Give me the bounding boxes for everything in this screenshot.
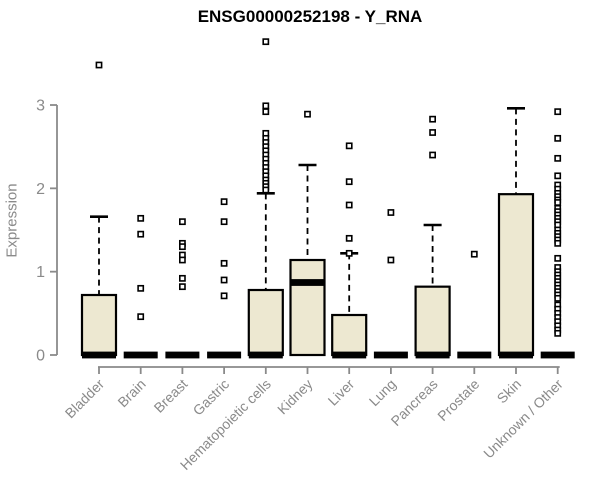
- outlier-point: [95, 61, 103, 69]
- median-hematopoietic-cells: [248, 351, 283, 359]
- median-skin: [499, 351, 533, 359]
- outlier-point: [262, 186, 270, 194]
- outlier-point: [345, 142, 353, 150]
- box-liver: [331, 313, 368, 357]
- median-kidney: [290, 279, 325, 286]
- outlier-point: [179, 283, 186, 291]
- outlier-point: [262, 108, 270, 116]
- outlier-point: [179, 274, 186, 282]
- outlier-point: [345, 234, 353, 242]
- outlier-point: [262, 102, 270, 110]
- outlier-point: [429, 115, 436, 123]
- outlier-point: [220, 276, 228, 284]
- outlier-point: [345, 249, 353, 257]
- outlier-point: [220, 218, 228, 226]
- outlier-point: [220, 292, 228, 300]
- box-skin: [497, 193, 535, 357]
- x-tick-label-bladder: Bladder: [62, 376, 108, 422]
- y-tick-label: 2: [36, 181, 45, 198]
- outlier-point: [387, 256, 395, 264]
- outlier-point: [554, 199, 562, 206]
- x-tick-label-liver: Liver: [325, 376, 358, 409]
- outlier-point: [387, 209, 395, 216]
- outlier-point: [345, 201, 353, 209]
- x-tick-label-unknown-other: Unknown / Other: [480, 376, 566, 462]
- box-pancreas: [414, 285, 451, 357]
- outlier-point: [554, 134, 562, 142]
- outlier-point: [220, 259, 228, 267]
- outlier-point: [429, 151, 436, 159]
- median-liver: [332, 351, 367, 359]
- x-tick-label-kidney: Kidney: [274, 376, 316, 418]
- box-hematopoietic-cells: [247, 288, 284, 357]
- median-pancreas: [415, 351, 450, 359]
- box-kidney: [289, 258, 326, 357]
- y-tick-label: 0: [36, 348, 45, 365]
- outlier-point: [554, 239, 562, 247]
- outlier-point: [179, 256, 186, 264]
- box-bladder: [80, 293, 118, 357]
- median-lung: [373, 351, 408, 359]
- y-tick-label: 1: [36, 264, 45, 281]
- outlier-point: [137, 230, 145, 238]
- median-brain: [123, 351, 158, 359]
- x-tick-label-skin: Skin: [494, 376, 525, 407]
- outlier-point: [137, 284, 145, 292]
- outlier-point: [262, 38, 270, 46]
- outlier-point: [137, 214, 145, 222]
- median-bladder: [82, 351, 116, 359]
- outlier-point: [554, 108, 562, 116]
- median-breast: [165, 351, 200, 359]
- outlier-point: [179, 243, 186, 251]
- y-tick-label: 3: [36, 98, 45, 115]
- outlier-point: [179, 218, 186, 226]
- outlier-point: [220, 198, 228, 206]
- x-tick-label-prostate: Prostate: [434, 376, 482, 424]
- median-prostate: [457, 351, 492, 359]
- x-tick-label-breast: Breast: [151, 376, 191, 416]
- outlier-point: [554, 254, 562, 262]
- outlier-point: [137, 313, 145, 321]
- outlier-point: [345, 178, 353, 186]
- outlier-point: [554, 329, 562, 337]
- outlier-point: [554, 172, 562, 180]
- x-tick-label-brain: Brain: [114, 376, 148, 410]
- outlier-point: [554, 154, 562, 162]
- outlier-point: [304, 110, 311, 118]
- outlier-point: [470, 250, 478, 258]
- outlier-point: [554, 294, 562, 302]
- median-unknown-other: [540, 351, 575, 359]
- x-tick-label-lung: Lung: [366, 376, 399, 409]
- median-gastric: [207, 351, 242, 359]
- chart-title: ENSG00000252198 - Y_RNA: [197, 7, 423, 26]
- outlier-point: [429, 129, 436, 136]
